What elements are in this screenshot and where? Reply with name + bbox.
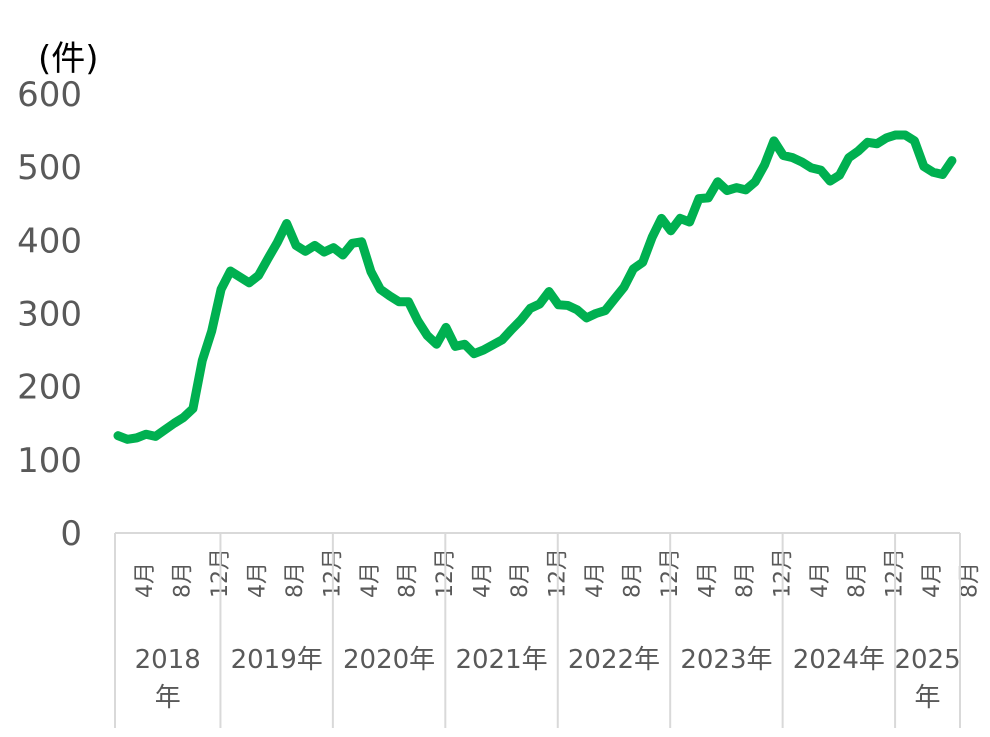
x-axis: 4月 8月 12月 4月 8月 12月 4月 8月 12月 4月 8月 12月 4月 8月 12月 4月 8月 1… xyxy=(114,532,983,728)
x-month-tick-label: 8月 xyxy=(620,562,645,598)
x-month-tick-label: 8月 xyxy=(508,562,533,598)
y-axis-unit-label: (件) xyxy=(38,39,99,79)
x-month-tick-label: 4月 xyxy=(583,562,608,598)
x-year-group-label: 2018 年 xyxy=(135,645,201,713)
x-month-tick-label: 4月 xyxy=(133,562,158,598)
x-year-group-label: 2021年 xyxy=(455,645,547,675)
y-tick-label: 100 xyxy=(17,441,82,481)
x-month-tick-label: 8月 xyxy=(283,562,308,598)
x-month-tick-label: 4月 xyxy=(808,562,833,598)
y-axis-ticks: 0 100 200 300 400 500 600 xyxy=(17,75,82,554)
x-month-tick-label: 4月 xyxy=(920,562,945,598)
x-month-tick-label: 8月 xyxy=(845,562,870,598)
x-month-tick-label: 8月 xyxy=(958,562,983,598)
x-month-tick-label: 4月 xyxy=(358,562,383,598)
y-tick-label: 0 xyxy=(60,514,82,554)
x-year-group-label: 2022年 xyxy=(568,645,660,675)
x-year-group-label: 2023年 xyxy=(680,645,772,675)
series-line xyxy=(113,130,957,444)
x-month-tick-label: 4月 xyxy=(470,562,495,598)
x-year-group-label: 2024年 xyxy=(793,645,885,675)
x-month-tick-label: 8月 xyxy=(171,562,196,598)
x-month-tick-label: 8月 xyxy=(733,562,758,598)
x-month-tick-label: 4月 xyxy=(246,562,271,598)
y-tick-label: 300 xyxy=(17,295,82,335)
x-year-group-label: 2019年 xyxy=(231,645,323,675)
x-month-tick-label: 8月 xyxy=(395,562,420,598)
y-tick-label: 600 xyxy=(17,75,82,115)
y-tick-label: 400 xyxy=(17,221,82,261)
x-year-group-label: 2025 年 xyxy=(894,645,960,713)
y-tick-label: 500 xyxy=(17,148,82,188)
x-month-tick-label: 4月 xyxy=(695,562,720,598)
y-tick-label: 200 xyxy=(17,368,82,408)
series-layer xyxy=(113,130,957,444)
x-year-group-label: 2020年 xyxy=(343,645,435,675)
